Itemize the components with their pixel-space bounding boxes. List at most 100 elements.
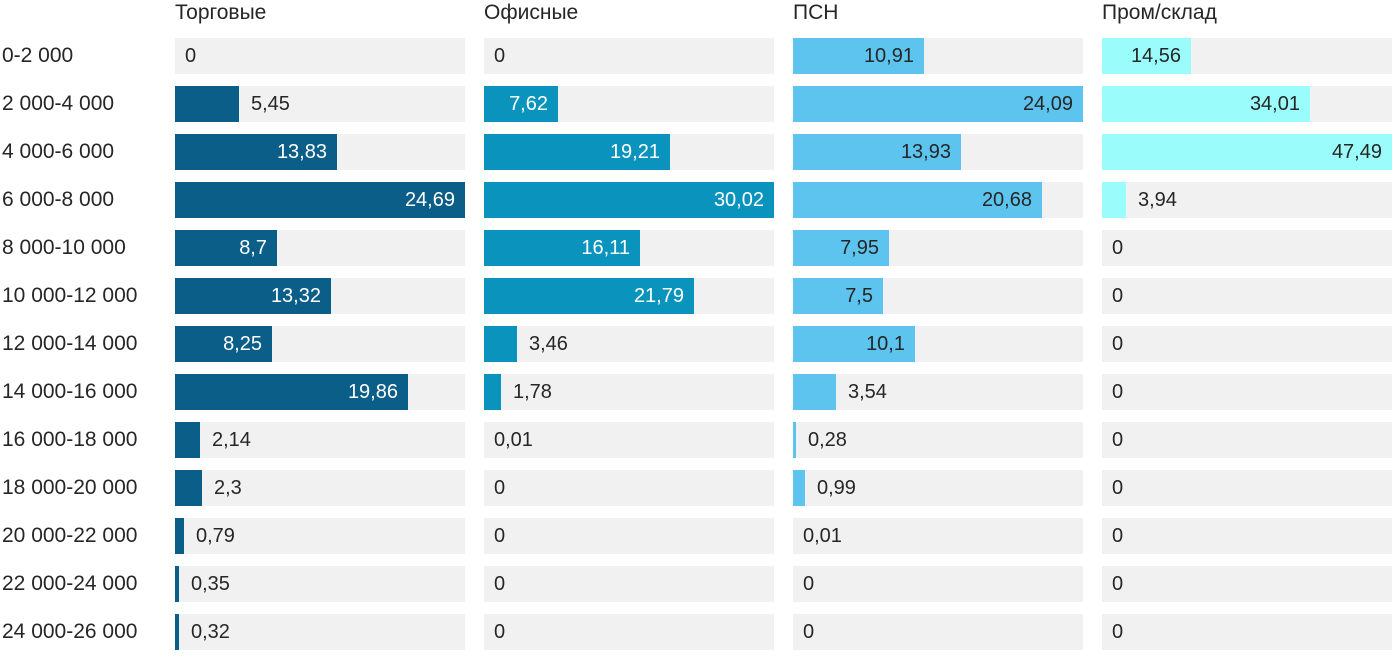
row-label: 16 000-18 000 (2, 428, 138, 451)
bar (793, 134, 961, 170)
bar-track: 0 (484, 38, 774, 74)
bar (175, 470, 202, 506)
bar-value: 0 (1112, 237, 1124, 259)
bar (793, 182, 1042, 218)
bar-value: 0,01 (494, 429, 533, 451)
bar-value: 0,99 (817, 477, 856, 499)
bar-value: 24,09 (1022, 93, 1073, 115)
bar-track: 16,11 (484, 230, 774, 266)
bar-track: 0 (1102, 614, 1392, 650)
bar-track: 13,83 (175, 134, 465, 170)
bar (484, 182, 774, 218)
bar-track: 8,7 (175, 230, 465, 266)
bar-value: 0 (803, 573, 815, 595)
bar-value: 0 (494, 45, 506, 67)
bar-value: 24,69 (404, 189, 455, 211)
bar-value: 13,93 (900, 141, 951, 163)
bar-track: 0,35 (175, 566, 465, 602)
bar-track: 10,1 (793, 326, 1083, 362)
bar (175, 518, 184, 554)
bar (793, 422, 796, 458)
bar-track: 1,78 (484, 374, 774, 410)
bar (793, 86, 1083, 122)
bar-track: 0 (484, 470, 774, 506)
row-label: 6 000-8 000 (2, 188, 115, 211)
bar-value: 7,5 (845, 285, 873, 307)
column-header-2: Офисные (484, 1, 579, 24)
bar-value: 0 (1112, 477, 1124, 499)
bar-track: 5,45 (175, 86, 465, 122)
bar (484, 278, 694, 314)
row-label: 0-2 000 (2, 44, 74, 67)
bar-value: 10,91 (863, 45, 914, 67)
bar (1102, 134, 1392, 170)
bar (793, 230, 889, 266)
row-label: 20 000-22 000 (2, 524, 138, 547)
bar-track: 20,68 (793, 182, 1083, 218)
bar-value: 2,14 (212, 429, 251, 451)
bar-track: 0,28 (793, 422, 1083, 458)
bar-track: 0 (1102, 374, 1392, 410)
bar (175, 134, 337, 170)
bar (1102, 86, 1310, 122)
bar (484, 326, 517, 362)
bar-value: 34,01 (1249, 93, 1300, 115)
bar-value: 19,21 (609, 141, 660, 163)
bar (1102, 182, 1126, 218)
bar-track: 19,21 (484, 134, 774, 170)
row-label: 18 000-20 000 (2, 476, 138, 499)
bar-track: 0 (175, 38, 465, 74)
bar-value: 0,01 (803, 525, 842, 547)
bar (793, 326, 915, 362)
bar-track: 0 (1102, 422, 1392, 458)
bar-value: 0 (1112, 525, 1124, 547)
row-label: 24 000-26 000 (2, 620, 138, 643)
bar (175, 182, 465, 218)
bar-value: 0 (803, 621, 815, 643)
bar-track: 0 (1102, 566, 1392, 602)
bar-track: 8,25 (175, 326, 465, 362)
bar-track: 0,01 (793, 518, 1083, 554)
bar-track: 0 (1102, 278, 1392, 314)
bar-value: 1,78 (513, 381, 552, 403)
bar-value: 30,02 (713, 189, 764, 211)
bar-value: 13,83 (276, 141, 327, 163)
bar-track: 13,32 (175, 278, 465, 314)
bar-track: 0 (484, 614, 774, 650)
bar (484, 374, 501, 410)
bar-track: 2,3 (175, 470, 465, 506)
column-header-1: Торговые (175, 1, 267, 24)
bar-value: 5,45 (251, 93, 290, 115)
bar-value: 3,54 (848, 381, 887, 403)
bar-value: 14,56 (1130, 45, 1181, 67)
bar-value: 20,68 (981, 189, 1032, 211)
bar-track: 0 (793, 566, 1083, 602)
bar-value: 0 (494, 573, 506, 595)
column-header-4: Пром/склад (1102, 1, 1217, 24)
row-label: 10 000-12 000 (2, 284, 138, 307)
bar-value: 0 (1112, 573, 1124, 595)
bar-value: 0,35 (191, 573, 230, 595)
bar-track: 3,94 (1102, 182, 1392, 218)
row-label: 14 000-16 000 (2, 380, 138, 403)
bar-track: 47,49 (1102, 134, 1392, 170)
bar-track: 30,02 (484, 182, 774, 218)
row-label: 4 000-6 000 (2, 140, 115, 163)
row-label: 8 000-10 000 (2, 236, 126, 259)
bar (793, 374, 836, 410)
bar-track: 3,46 (484, 326, 774, 362)
bar-track: 2,14 (175, 422, 465, 458)
corner-spacer (0, 0, 156, 26)
bar-value: 7,62 (509, 93, 548, 115)
bar-track: 7,95 (793, 230, 1083, 266)
bar (175, 230, 277, 266)
bar-track: 13,93 (793, 134, 1083, 170)
grouped-bar-chart: Торговые Офисные ПСН Пром/склад 0-2 000 0 0 10,… (0, 0, 1392, 650)
bar-track: 10,91 (793, 38, 1083, 74)
bar-value: 21,79 (633, 285, 684, 307)
bar-value: 0 (1112, 333, 1124, 355)
bar-value: 2,3 (214, 477, 242, 499)
bar (175, 422, 200, 458)
bar (484, 230, 640, 266)
bar-value: 0,28 (808, 429, 847, 451)
